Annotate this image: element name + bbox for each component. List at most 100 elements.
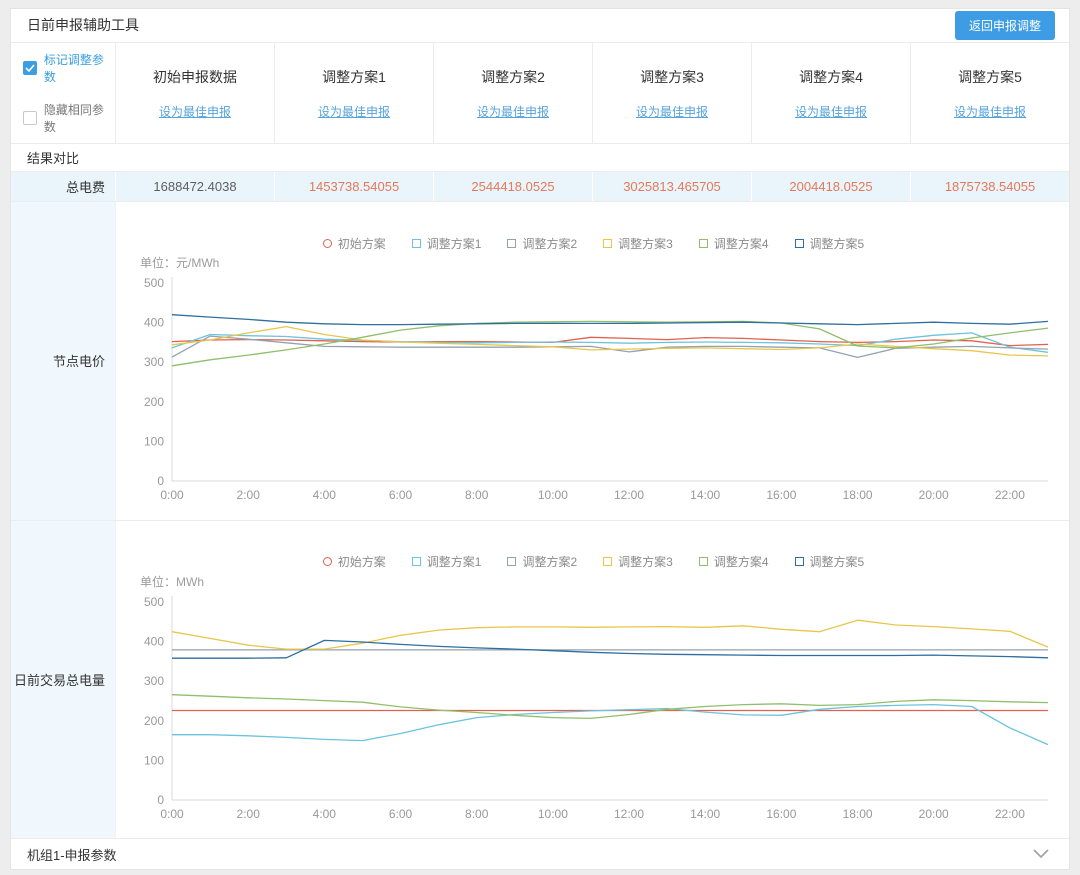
total-volume-plot: 0 100 200 300 400 500 0:00 2:00 4:00 6:00 8:00 10:0… bbox=[144, 595, 1049, 821]
svg-text:22:00: 22:00 bbox=[995, 488, 1025, 502]
svg-text:14:00: 14:00 bbox=[690, 488, 720, 502]
legend-label: 调整方案5 bbox=[809, 555, 865, 570]
total-fee-value-plan5: 1875738.54055 bbox=[944, 179, 1036, 195]
legend-label: 调整方案4 bbox=[713, 236, 769, 251]
svg-text:0: 0 bbox=[157, 474, 164, 488]
svg-text:4:00: 4:00 bbox=[313, 807, 337, 821]
total-fee-label: 总电费 bbox=[11, 172, 116, 202]
svg-text:2:00: 2:00 bbox=[237, 488, 261, 502]
legend-marker-circle bbox=[322, 557, 332, 567]
title-bar: 日前申报辅助工具 返回申报调整 bbox=[11, 9, 1069, 43]
legend-item[interactable]: 调整方案2 bbox=[507, 234, 577, 252]
svg-text:18:00: 18:00 bbox=[843, 488, 873, 502]
legend-marker-square bbox=[411, 238, 421, 248]
hide-same-checkbox[interactable] bbox=[23, 111, 37, 126]
legend-item[interactable]: 调整方案4 bbox=[698, 234, 769, 252]
legend-marker-square bbox=[603, 238, 613, 248]
set-best-link[interactable]: 设为最佳申报 bbox=[635, 104, 708, 119]
legend-item[interactable]: 调整方案1 bbox=[411, 234, 482, 252]
legend-item[interactable]: 调整方案5 bbox=[794, 234, 864, 252]
total-fee-value-plan3: 3025813.465705 bbox=[593, 172, 752, 202]
total-volume-legend: 初始方案 调整方案1 调整方案2 调整方案3 调整方案4 调整方案5 bbox=[126, 553, 1061, 571]
legend-label: 调整方案1 bbox=[426, 236, 482, 251]
svg-text:2:00: 2:00 bbox=[237, 807, 261, 821]
total-volume-chart: 初始方案 调整方案1 调整方案2 调整方案3 调整方案4 调整方案5 单位：MWh 0 10… bbox=[116, 520, 1069, 839]
mark-adjust-label[interactable]: 标记调整参数 bbox=[43, 53, 104, 85]
scheme-name: 初始申报数据 bbox=[153, 68, 237, 85]
legend-marker-square bbox=[507, 238, 517, 248]
svg-text:8:00: 8:00 bbox=[465, 807, 489, 821]
legend-item[interactable]: 调整方案4 bbox=[698, 553, 769, 571]
scheme-col-plan1: 调整方案1 设为最佳申报 bbox=[275, 42, 434, 144]
main-panel: 日前申报辅助工具 返回申报调整 标记调整参数 隐藏相同参数 初始申报数据 设为最… bbox=[10, 8, 1070, 870]
legend-label: 调整方案2 bbox=[522, 236, 578, 251]
set-best-link[interactable]: 设为最佳申报 bbox=[317, 104, 390, 119]
scheme-header-row: 标记调整参数 隐藏相同参数 初始申报数据 设为最佳申报 调整方案1 设为最佳申报… bbox=[11, 42, 1069, 145]
legend-item[interactable]: 调整方案1 bbox=[411, 553, 482, 571]
legend-item[interactable]: 初始方案 bbox=[322, 234, 386, 252]
legend-item[interactable]: 调整方案3 bbox=[603, 234, 673, 252]
scheme-name: 调整方案4 bbox=[799, 68, 863, 85]
node-price-plot: 0 100 200 300 400 500 0:00 2:00 4:00 6:00 8:00 10:0… bbox=[144, 276, 1049, 502]
total-fee-value-plan2: 2544418.0525 bbox=[434, 172, 593, 202]
scheme-col-plan2: 调整方案2 设为最佳申报 bbox=[434, 42, 593, 144]
svg-text:12:00: 12:00 bbox=[614, 488, 644, 502]
svg-text:14:00: 14:00 bbox=[690, 807, 720, 821]
scheme-name: 调整方案2 bbox=[481, 68, 545, 85]
svg-text:20:00: 20:00 bbox=[919, 488, 949, 502]
svg-text:400: 400 bbox=[144, 316, 164, 330]
legend-marker-square bbox=[794, 557, 804, 567]
total-volume-unit-label: 单位：MWh bbox=[140, 574, 204, 589]
scheme-col-plan4: 调整方案4 设为最佳申报 bbox=[752, 42, 911, 144]
legend-item[interactable]: 调整方案3 bbox=[603, 553, 673, 571]
legend-item[interactable]: 初始方案 bbox=[322, 553, 386, 571]
scheme-col-initial: 初始申报数据 设为最佳申报 bbox=[116, 42, 275, 144]
svg-text:500: 500 bbox=[144, 276, 164, 290]
legend-label: 调整方案3 bbox=[618, 555, 673, 570]
legend-marker-square bbox=[698, 238, 708, 248]
legend-marker-square bbox=[698, 557, 708, 567]
set-best-link[interactable]: 设为最佳申报 bbox=[476, 104, 549, 119]
chevron-down-icon[interactable] bbox=[1033, 849, 1049, 859]
svg-text:4:00: 4:00 bbox=[313, 488, 337, 502]
svg-text:200: 200 bbox=[144, 713, 164, 727]
svg-text:0:00: 0:00 bbox=[160, 807, 184, 821]
legend-marker-circle bbox=[322, 238, 332, 248]
legend-item[interactable]: 调整方案5 bbox=[794, 553, 865, 571]
total-fee-value-initial: 1688472.4038 bbox=[116, 172, 275, 202]
total-volume-row: 日前交易总电量 初始方案 调整方案1 调整方案2 调整方案3 调整方案4 调整方案5 单位… bbox=[11, 520, 1069, 840]
svg-text:0: 0 bbox=[157, 793, 164, 807]
hide-same-label[interactable]: 隐藏相同参数 bbox=[43, 103, 104, 135]
svg-text:10:00: 10:00 bbox=[538, 488, 568, 502]
svg-text:400: 400 bbox=[144, 634, 164, 648]
legend-label: 调整方案2 bbox=[522, 555, 578, 570]
set-best-link[interactable]: 设为最佳申报 bbox=[953, 104, 1026, 119]
node-price-legend: 初始方案 调整方案1 调整方案2 调整方案3 调整方案4 调整方案5 bbox=[126, 234, 1061, 252]
mark-adjust-checkbox[interactable] bbox=[23, 61, 37, 76]
svg-text:6:00: 6:00 bbox=[389, 807, 413, 821]
total-fee-value-plan4: 2004418.0525 bbox=[752, 172, 911, 202]
total-fee-value-plan1: 1453738.54055 bbox=[275, 172, 434, 202]
scheme-name: 调整方案5 bbox=[958, 68, 1022, 85]
back-to-adjust-button[interactable]: 返回申报调整 bbox=[954, 10, 1055, 40]
scheme-col-plan3: 调整方案3 设为最佳申报 bbox=[593, 42, 752, 144]
svg-text:16:00: 16:00 bbox=[766, 807, 796, 821]
legend-marker-square bbox=[794, 238, 804, 248]
svg-text:300: 300 bbox=[144, 674, 164, 688]
legend-label: 调整方案1 bbox=[426, 555, 482, 570]
scheme-col-plan5: 调整方案5 设为最佳申报 bbox=[911, 43, 1069, 144]
page-title: 日前申报辅助工具 bbox=[27, 17, 139, 34]
set-best-link[interactable]: 设为最佳申报 bbox=[794, 104, 867, 119]
node-price-row-label: 节点电价 bbox=[11, 202, 116, 520]
unit1-params-section-header[interactable]: 机组1-申报参数 bbox=[11, 839, 1069, 869]
filter-column: 标记调整参数 隐藏相同参数 bbox=[11, 42, 116, 144]
mark-adjust-checkbox-row[interactable]: 标记调整参数 bbox=[23, 51, 115, 85]
legend-label: 初始方案 bbox=[337, 555, 386, 570]
svg-text:100: 100 bbox=[144, 435, 164, 449]
hide-same-checkbox-row[interactable]: 隐藏相同参数 bbox=[23, 101, 115, 135]
svg-text:6:00: 6:00 bbox=[389, 488, 413, 502]
svg-text:20:00: 20:00 bbox=[919, 807, 949, 821]
set-best-link[interactable]: 设为最佳申报 bbox=[158, 104, 231, 119]
total-volume-row-label: 日前交易总电量 bbox=[11, 520, 116, 839]
legend-item[interactable]: 调整方案2 bbox=[507, 553, 577, 571]
